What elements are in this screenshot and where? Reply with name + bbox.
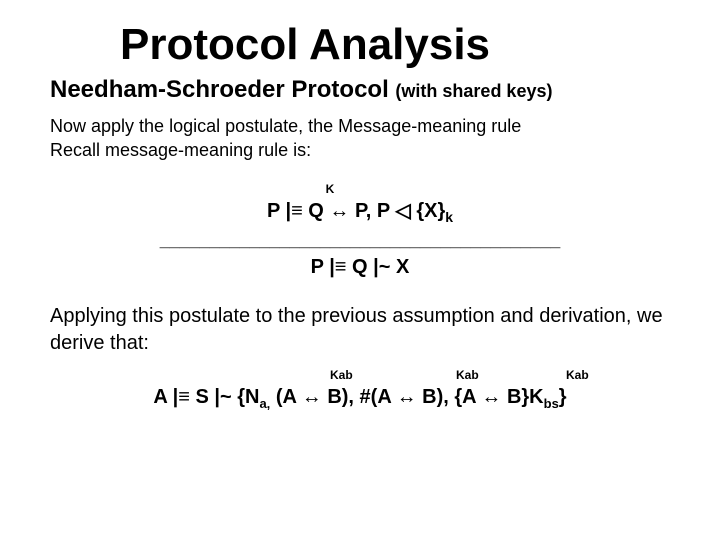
body-line-2: Recall message-meaning rule is: <box>50 138 670 162</box>
kab-superscript-row: Kab Kab Kab <box>50 367 670 383</box>
rule-premise-sub: k <box>445 209 453 225</box>
slide: Protocol Analysis Needham-Schroeder Prot… <box>0 0 720 540</box>
kab-label-1: Kab <box>330 367 353 384</box>
derivation-part-2: (A ↔ B), #(A ↔ B), {A ↔ B}K <box>270 386 543 408</box>
derivation-part-1: A |≡ S |~ {N <box>153 386 259 408</box>
derivation-sub-2: bs <box>544 396 559 411</box>
derivation-line: A |≡ S |~ {Na, (A ↔ B), #(A ↔ B), {A ↔ B… <box>50 383 670 413</box>
body-block-2: Applying this postulate to the previous … <box>50 303 670 357</box>
slide-subtitle: Needham-Schroeder Protocol (with shared … <box>50 76 670 104</box>
subtitle-paren: (with shared keys) <box>395 81 552 101</box>
rule-divider: ________________________________________ <box>50 228 670 253</box>
rule-conclusion: P |≡ Q |~ X <box>50 253 670 281</box>
derivation-part-3: } <box>559 386 567 408</box>
inference-rule: K P |≡ Q ↔ P, P ◁ {X}k _________________… <box>50 181 670 282</box>
rule-superscript-k: K <box>0 181 670 198</box>
slide-title: Protocol Analysis <box>50 20 670 70</box>
subtitle-main: Needham-Schroeder Protocol <box>50 76 395 103</box>
rule-premise-text: P |≡ Q ↔ P, P ◁ {X} <box>267 200 445 222</box>
derivation-sub-1: a, <box>259 396 270 411</box>
rule-premise: P |≡ Q ↔ P, P ◁ {X}k <box>50 197 670 228</box>
kab-label-3: Kab <box>566 367 589 384</box>
kab-label-2: Kab <box>456 367 479 384</box>
derivation-block: Kab Kab Kab A |≡ S |~ {Na, (A ↔ B), #(A … <box>50 367 670 413</box>
body-line-1: Now apply the logical postulate, the Mes… <box>50 114 670 138</box>
body-block-1: Now apply the logical postulate, the Mes… <box>50 114 670 163</box>
